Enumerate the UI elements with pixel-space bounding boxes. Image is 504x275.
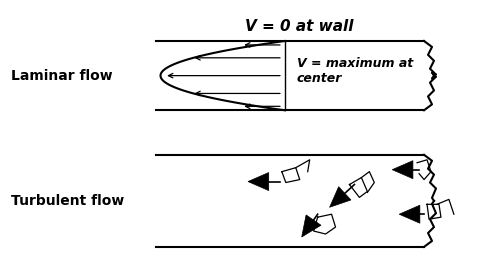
Polygon shape — [302, 215, 321, 237]
Polygon shape — [248, 172, 269, 191]
Text: V = 0 at wall: V = 0 at wall — [245, 19, 354, 34]
Text: V = maximum at
center: V = maximum at center — [297, 57, 413, 85]
Polygon shape — [399, 205, 420, 223]
Text: Turbulent flow: Turbulent flow — [11, 194, 124, 208]
Polygon shape — [330, 187, 351, 207]
Polygon shape — [392, 161, 413, 179]
Text: Laminar flow: Laminar flow — [11, 69, 113, 82]
